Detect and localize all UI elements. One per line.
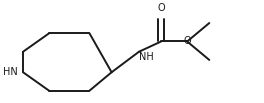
Text: HN: HN <box>3 67 18 77</box>
Text: NH: NH <box>139 52 154 62</box>
Text: O: O <box>183 36 191 46</box>
Text: O: O <box>157 3 165 13</box>
